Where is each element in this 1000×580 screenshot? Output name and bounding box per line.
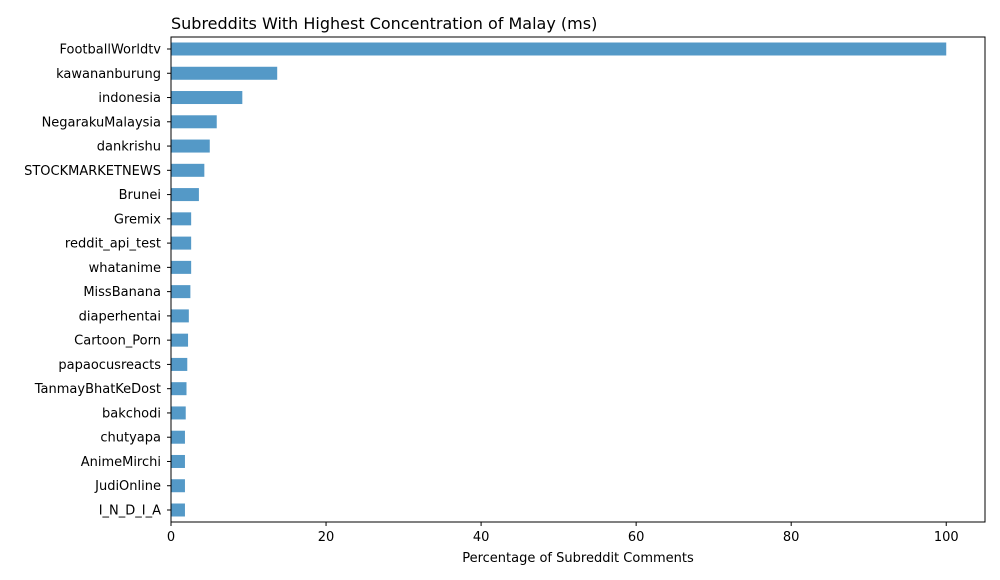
y-tick-label: Cartoon_Porn	[74, 334, 161, 349]
bar-dankrishu	[171, 139, 210, 153]
bar-STOCKMARKETNEWS	[171, 163, 205, 177]
y-tick-label: papaocusreacts	[58, 358, 161, 373]
y-tick-label: AnimeMirchi	[81, 455, 161, 470]
bars-group	[171, 42, 947, 517]
bar-chutyapa	[171, 430, 185, 444]
y-tick-label: Brunei	[119, 188, 161, 203]
y-tick-label: bakchodi	[102, 406, 161, 421]
bar-MissBanana	[171, 285, 191, 299]
plot-border	[170, 36, 986, 523]
x-tick-label: 20	[318, 530, 335, 545]
bar-Brunei	[171, 188, 199, 202]
y-tick-label: I_N_D_I_A	[99, 504, 161, 519]
y-tick-label: indonesia	[98, 91, 161, 106]
bar-NegarakuMalaysia	[171, 115, 217, 129]
y-tick-label: FootballWorldtv	[59, 43, 161, 58]
bar-reddit_api_test	[171, 236, 192, 250]
plot-frame	[170, 36, 986, 523]
x-tick-label: 100	[934, 530, 959, 545]
bar-AnimeMirchi	[171, 454, 185, 468]
bar-bakchodi	[171, 406, 186, 420]
bar-kawananburung	[171, 66, 278, 80]
chart-title: Subreddits With Highest Concentration of…	[171, 14, 597, 33]
x-axis-ticks: 0 20 40 60 80 100	[167, 522, 959, 545]
bar-papaocusreacts	[171, 357, 188, 371]
y-tick-label: Gremix	[114, 212, 161, 227]
y-tick-label: whatanime	[89, 261, 161, 276]
y-tick-label: kawananburung	[56, 67, 161, 82]
bar-Gremix	[171, 212, 192, 226]
y-axis-ticks: FootballWorldtv kawananburung indonesia Neg…	[24, 43, 171, 519]
bar-whatanime	[171, 260, 192, 274]
x-tick-label: 40	[473, 530, 490, 545]
y-tick-label: diaperhentai	[79, 309, 161, 324]
bar-TanmayBhatKeDost	[171, 382, 187, 396]
bar-JudiOnline	[171, 479, 185, 493]
y-tick-label: dankrishu	[97, 140, 161, 155]
bar-diaperhentai	[171, 309, 189, 323]
x-tick-label: 80	[783, 530, 800, 545]
y-tick-label: TanmayBhatKeDost	[34, 382, 161, 397]
x-axis-label: Percentage of Subreddit Comments	[462, 551, 694, 566]
y-tick-label: STOCKMARKETNEWS	[24, 164, 161, 179]
y-tick-label: MissBanana	[83, 285, 161, 300]
x-tick-label: 0	[167, 530, 175, 545]
bar-Cartoon_Porn	[171, 333, 189, 347]
bar-indonesia	[171, 91, 243, 105]
bar-FootballWorldtv	[171, 42, 947, 56]
x-tick-label: 60	[628, 530, 645, 545]
y-tick-label: reddit_api_test	[65, 237, 161, 252]
bar-I_N_D_I_A	[171, 503, 185, 517]
y-tick-label: NegarakuMalaysia	[42, 115, 161, 130]
y-tick-label: chutyapa	[100, 431, 161, 446]
y-tick-label: JudiOnline	[94, 479, 161, 494]
